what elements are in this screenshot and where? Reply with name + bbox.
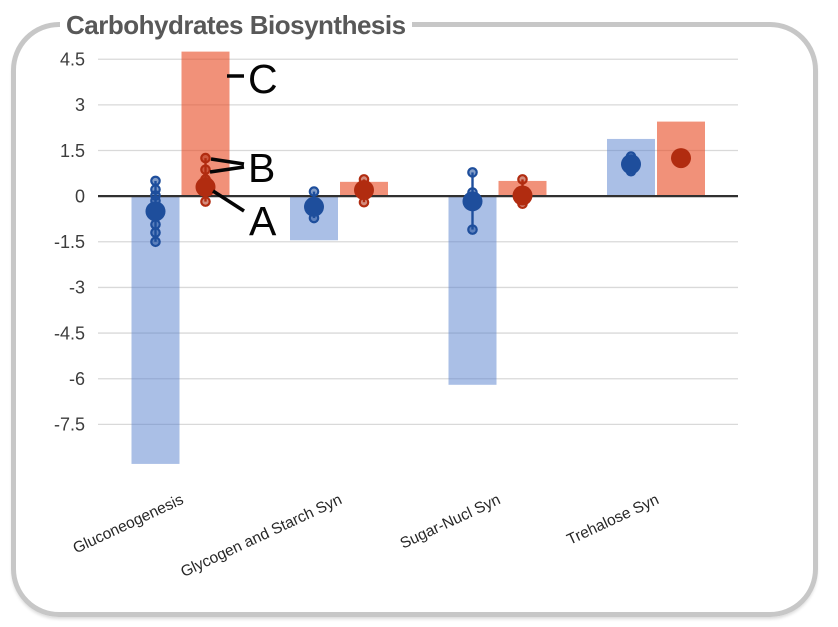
blue-mean-point [304, 196, 324, 217]
x-category-label: Trehalose Syn [564, 491, 661, 548]
blue-point [467, 224, 478, 235]
red-point [200, 152, 211, 164]
red-mean-point [195, 177, 216, 198]
x-category-label: Gluconeogenesis [70, 491, 186, 557]
y-tick-label: 0 [75, 186, 85, 206]
chart-title: Carbohydrates Biosynthesis [60, 10, 412, 41]
annotation-label-C: C [248, 56, 278, 102]
red-point [200, 196, 211, 207]
red-mean-point [671, 148, 691, 169]
blue-point [150, 227, 161, 238]
red-mean-point [354, 180, 374, 201]
blue-point [467, 167, 478, 178]
annotation-label-A: A [249, 198, 277, 244]
blue-mean-point [462, 191, 483, 212]
x-category-label: Glycogen and Starch Syn [178, 491, 344, 581]
y-tick-label: -6 [69, 369, 85, 389]
y-tick-label: 3 [75, 95, 85, 115]
y-tick-label: -1.5 [54, 232, 85, 252]
y-tick-label: -3 [69, 278, 85, 298]
rounded-border-frame [11, 22, 818, 617]
blue-mean-point [621, 154, 641, 175]
blue-point [150, 236, 161, 248]
red-mean-point [512, 185, 533, 206]
y-tick-label: -7.5 [54, 415, 85, 435]
red-point [200, 164, 211, 175]
y-tick-label: -4.5 [54, 323, 85, 343]
blue-point [308, 186, 320, 197]
y-tick-label: 1.5 [60, 141, 85, 161]
red-point [517, 174, 528, 185]
blue-mean-point [145, 201, 166, 222]
annotation-line-A [212, 189, 245, 213]
annotation-label-B: B [248, 145, 275, 191]
blue-point [150, 175, 161, 187]
annotation-line-B [209, 165, 245, 174]
y-tick-label: 4.5 [60, 50, 85, 70]
x-category-label: Sugar-Nucl Syn [398, 491, 504, 552]
annotation-line-B [210, 157, 245, 166]
